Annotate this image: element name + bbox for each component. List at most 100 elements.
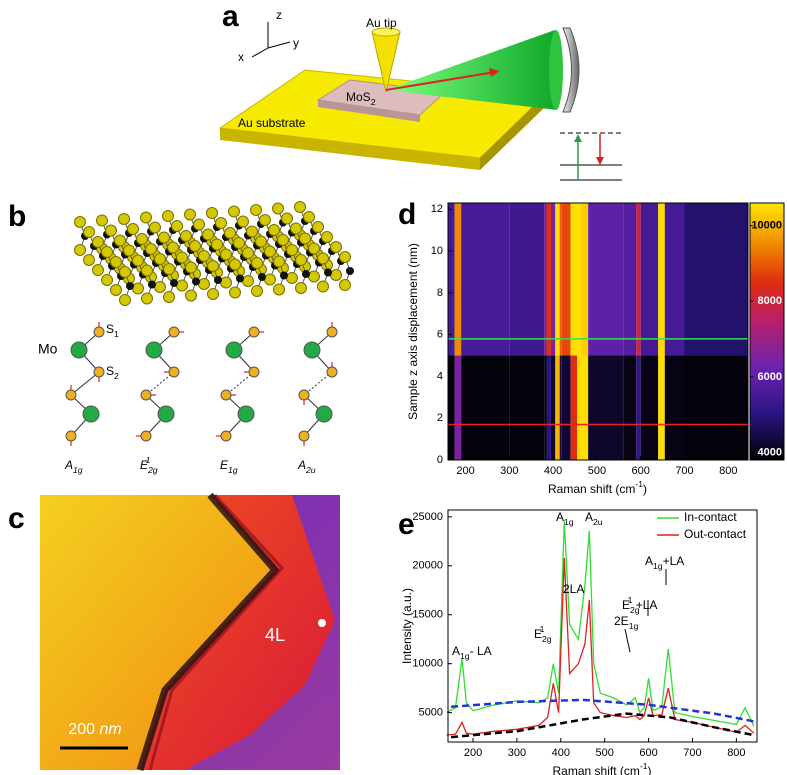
- s-atom: [206, 207, 218, 219]
- heat-cell: [559, 355, 562, 460]
- s-atom: [119, 266, 131, 278]
- mo-atom: [170, 279, 178, 287]
- x-tick-label: 400: [544, 465, 562, 477]
- heat-cell: [448, 355, 455, 460]
- spectrum-line: [446, 557, 755, 736]
- heat-cell: [561, 355, 571, 460]
- y-tick-label: 4: [437, 370, 443, 382]
- s-atom: [132, 282, 144, 295]
- x-tick-label: 800: [719, 465, 737, 477]
- text-part: E: [220, 458, 229, 472]
- s-atom: [317, 252, 329, 265]
- s-atom: [220, 248, 232, 261]
- s-atom: [290, 222, 302, 235]
- x-tick-label: 700: [683, 747, 701, 759]
- s-atom: [185, 261, 197, 274]
- s-atom: [248, 366, 260, 378]
- text-part: 1: [540, 624, 545, 634]
- s-atom: [163, 291, 175, 303]
- text-part: S: [106, 364, 114, 378]
- s-atom: [101, 274, 113, 286]
- legend-label: Out-contact: [684, 527, 747, 541]
- s-atom: [105, 224, 117, 237]
- mo-atom: [236, 274, 244, 283]
- s-atom: [140, 389, 152, 401]
- s-atom: [83, 226, 95, 238]
- y-tick-label: 0: [437, 454, 443, 466]
- text-part: 2u: [305, 465, 316, 475]
- text-part: Raman shift (cm: [548, 482, 635, 496]
- axis-z: z: [276, 8, 282, 22]
- mo-atom: [82, 405, 100, 423]
- peak-label: A1g+LA: [645, 554, 684, 571]
- heat-cell: [509, 355, 545, 460]
- s-atom: [330, 269, 342, 281]
- heat-cell: [664, 203, 685, 356]
- heat-cell: [559, 203, 562, 356]
- text-part: 1: [114, 329, 119, 339]
- s-atom: [298, 389, 310, 401]
- colorbar-tick-label: 10000: [751, 220, 782, 232]
- s-atom: [299, 232, 311, 245]
- s-atom: [136, 233, 148, 245]
- s-atom: [295, 282, 307, 294]
- heat-cell: [684, 203, 748, 356]
- s-atom: [158, 231, 170, 244]
- heat-cell: [636, 203, 641, 356]
- heat-cell: [640, 203, 659, 356]
- s-atom: [295, 254, 307, 266]
- mo-atom: [192, 277, 200, 286]
- s-atom: [298, 430, 310, 442]
- plot-frame: [447, 509, 758, 743]
- s-atom: [65, 389, 77, 401]
- y-tick-label: 15000: [412, 609, 443, 621]
- heat-cell: [509, 203, 545, 356]
- s-atom: [248, 326, 260, 338]
- x-axis-label: Raman shift (cm-1): [548, 479, 647, 496]
- text-part: 1: [146, 455, 151, 465]
- s-atom: [242, 247, 254, 259]
- heat-cell: [546, 355, 551, 460]
- s-atom: [162, 210, 174, 222]
- s-atom: [184, 208, 196, 221]
- heat-cell: [550, 203, 556, 356]
- heat-cell: [623, 203, 637, 356]
- s-atom: [312, 221, 324, 233]
- s-atom: [189, 240, 201, 252]
- s-atom: [141, 264, 153, 277]
- x-tick-label: 500: [588, 465, 606, 477]
- text-part: A: [297, 458, 306, 472]
- s-atom: [110, 284, 122, 296]
- y-axis-label: Intensity (a.u.): [400, 588, 414, 664]
- mo-atom: [303, 341, 321, 359]
- s-atom: [255, 235, 267, 248]
- s-atom: [286, 244, 298, 256]
- mo-atom: [237, 405, 255, 423]
- text-part: +LA: [632, 598, 657, 612]
- s-atom: [294, 201, 306, 213]
- colorbar-tick-label: 6000: [758, 371, 782, 383]
- s-atom: [228, 205, 240, 218]
- s-atom: [193, 218, 205, 231]
- y-tick-label: 6: [437, 329, 443, 341]
- plot-frame: [447, 202, 749, 461]
- heat-cell: [550, 355, 556, 460]
- s-atom: [141, 292, 153, 305]
- panel-label: b: [8, 200, 26, 233]
- spectrum-line: [446, 520, 755, 727]
- s-atom: [308, 270, 320, 283]
- y-tick-label: 8: [437, 287, 443, 299]
- s-atom: [220, 389, 232, 401]
- y-tick-label: 20000: [412, 560, 443, 572]
- s-atom: [264, 245, 276, 258]
- text-part: ): [643, 482, 647, 496]
- heat-cell: [544, 355, 547, 460]
- x-tick-label: 800: [727, 747, 745, 759]
- heat-cell: [588, 355, 624, 460]
- s-atom: [74, 216, 86, 228]
- s-atom: [154, 253, 166, 265]
- mo-atom: [70, 341, 88, 359]
- panel-label: d: [398, 198, 416, 231]
- x-tick-label: 500: [596, 747, 614, 759]
